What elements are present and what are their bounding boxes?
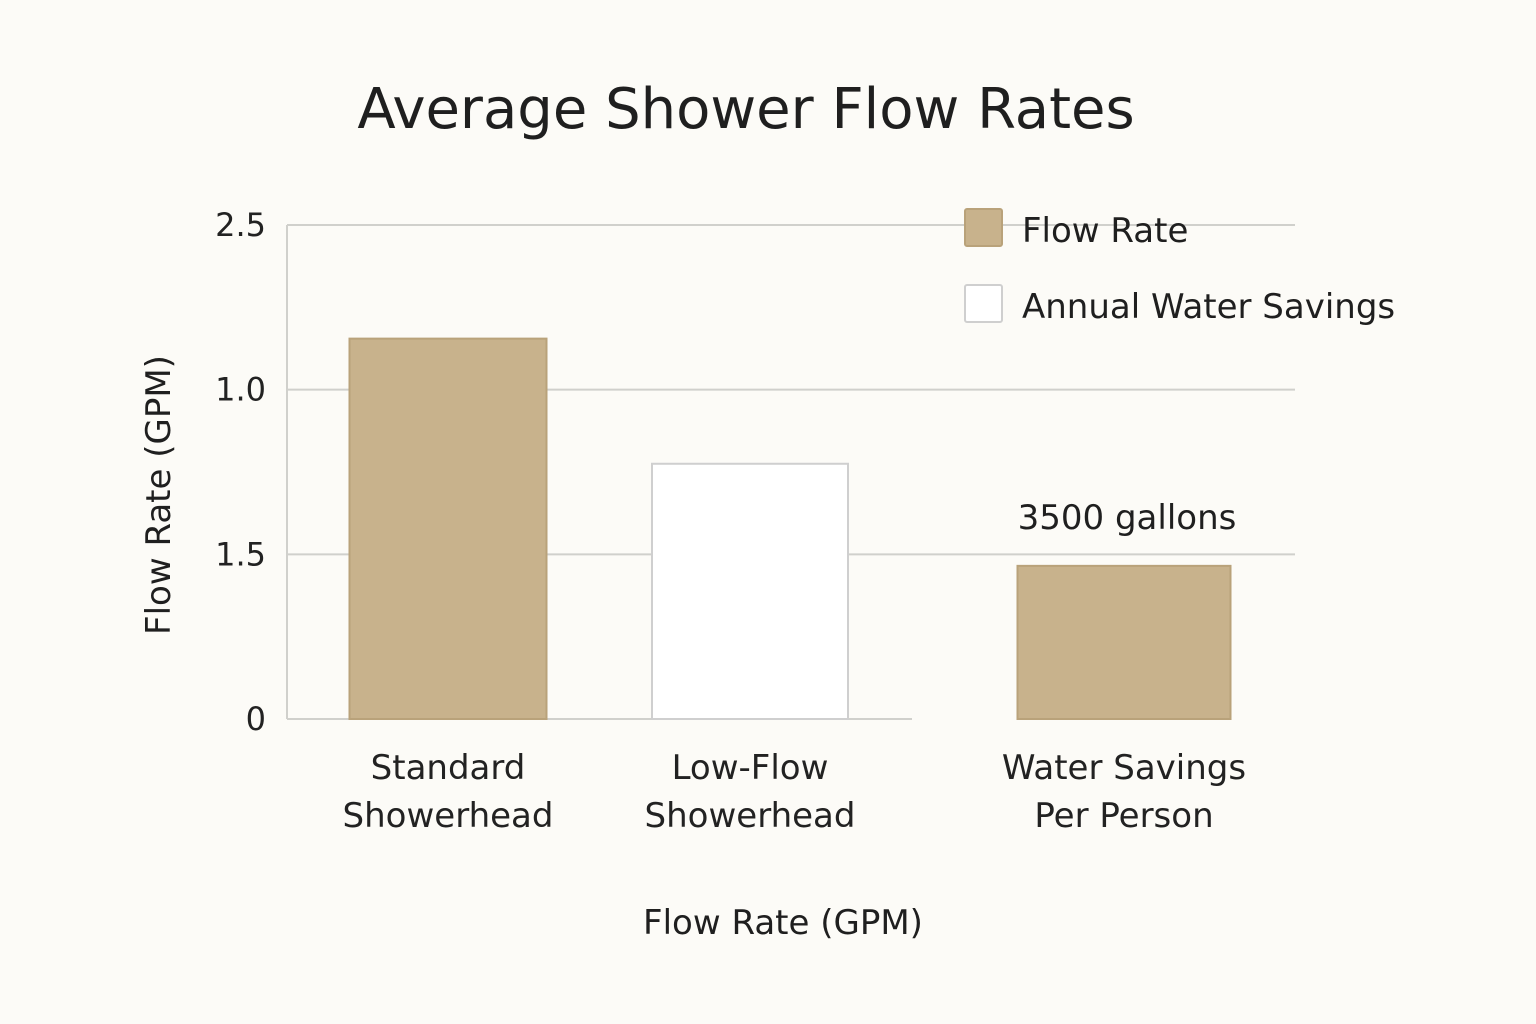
- y-tick-label: 1.5: [215, 535, 266, 573]
- legend-label: Flow Rate: [1022, 211, 1188, 251]
- data-labels: 3500 gallons: [1018, 498, 1237, 538]
- y-tick-labels: 0 1.5 1.0 2.5: [215, 206, 266, 738]
- category-label: Low-Flow Showerhead: [645, 748, 856, 836]
- bars: [348, 337, 1232, 720]
- category-label: Water Savings Per Person: [1002, 748, 1246, 836]
- legend-swatch-flow_rate: [964, 208, 1003, 247]
- legend-label: Annual Water Savings: [1022, 287, 1395, 327]
- y-tick-label: 1.0: [215, 371, 266, 409]
- bar-flow_rate: [1016, 564, 1232, 720]
- category-labels: Standard Showerhead Low-Flow Showerhead Wate…: [343, 748, 1247, 836]
- category-label: Standard Showerhead: [343, 748, 554, 836]
- legend-swatch-savings: [964, 284, 1003, 323]
- bar-flow_rate: [348, 337, 548, 720]
- y-axis-title: Flow Rate (GPM): [139, 355, 179, 635]
- y-tick-label: 2.5: [215, 206, 266, 244]
- y-tick-label: 0: [246, 700, 266, 738]
- bar-savings: [651, 462, 849, 720]
- x-axis-title: Flow Rate (GPM): [643, 903, 923, 943]
- bar-data-label: 3500 gallons: [1018, 498, 1237, 538]
- chart-title: Average Shower Flow Rates: [357, 77, 1134, 142]
- legend: Flow Rate Annual Water Savings: [964, 208, 1395, 327]
